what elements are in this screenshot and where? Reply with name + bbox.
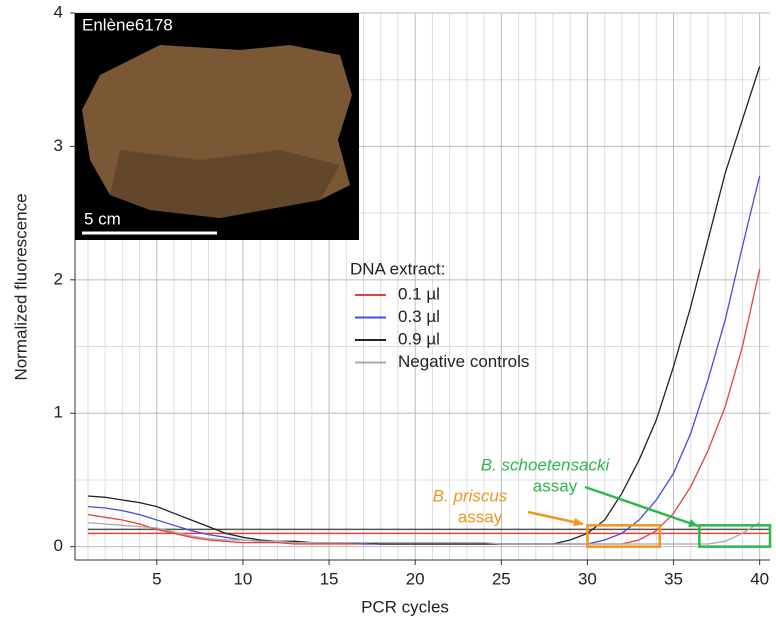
x-tick-label: 25 <box>492 569 511 588</box>
inset-label: Enlène6178 <box>82 15 173 34</box>
annotation-text: assay <box>458 507 503 526</box>
x-tick-label: 40 <box>750 569 769 588</box>
series-line <box>87 521 761 545</box>
x-tick-label: 15 <box>320 569 339 588</box>
bone-texture <box>110 150 340 218</box>
scale-label: 5 cm <box>84 209 121 228</box>
x-tick-label: 5 <box>152 569 161 588</box>
series-line <box>87 66 761 545</box>
inset: Enlène6178 5 cm <box>75 13 359 240</box>
y-tick-label: 3 <box>54 136 63 155</box>
y-tick-label: 1 <box>54 403 63 422</box>
x-axis-label: PCR cycles <box>361 597 449 616</box>
annotation-arrow <box>527 510 584 526</box>
legend-title: DNA extract: <box>350 259 445 278</box>
arrow-head <box>573 517 583 527</box>
y-tick-label: 0 <box>54 536 63 555</box>
annotation-title: B. schoetensacki <box>481 455 611 474</box>
annotation-text: assay <box>533 476 578 495</box>
y-tick-label: 4 <box>54 2 63 21</box>
x-tick-label: 30 <box>578 569 597 588</box>
plot <box>87 66 770 545</box>
annotations: B. priscus assay B. schoetensacki assay <box>433 455 772 548</box>
y-axis-label: Normalized fluorescence <box>11 193 30 380</box>
legend-label: 0.1 µl <box>398 284 440 303</box>
assay-box <box>698 524 772 548</box>
annotation-arrow <box>584 485 699 528</box>
legend-label: 0.9 µl <box>398 329 440 348</box>
x-tick-label: 20 <box>406 569 425 588</box>
arrow-head <box>688 518 698 528</box>
legend-label: 0.3 µl <box>398 307 440 326</box>
assay-box <box>586 524 662 548</box>
annotation-title: B. priscus <box>433 486 508 505</box>
y-tick-label: 2 <box>54 269 63 288</box>
legend-label: Negative controls <box>398 352 529 371</box>
x-tick-label: 35 <box>664 569 683 588</box>
legend: 0.1 µl 0.3 µl 0.9 µl Negative controls <box>355 284 529 371</box>
x-tick-label: 10 <box>233 569 252 588</box>
